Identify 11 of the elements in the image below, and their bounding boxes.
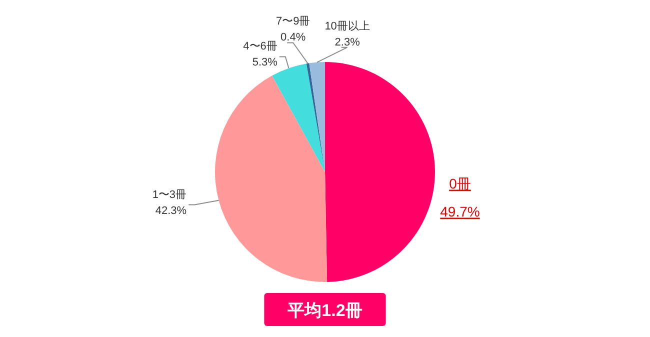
slice-label: 10冊以上 <box>324 19 370 32</box>
data-label: 5.3% <box>252 56 278 69</box>
text: 平均1.2冊 <box>286 301 362 320</box>
slice-label: 7〜9冊 <box>276 16 310 28</box>
slice-label: 0冊 <box>449 176 471 192</box>
slice-label: 1〜3冊 <box>152 188 187 201</box>
data-label: 49.7% <box>440 204 480 220</box>
data-label: 42.3% <box>155 204 187 217</box>
data-label: 2.3% <box>334 36 360 48</box>
data-label: 0.4% <box>280 32 306 44</box>
slice-label: 4〜6冊 <box>243 40 278 53</box>
